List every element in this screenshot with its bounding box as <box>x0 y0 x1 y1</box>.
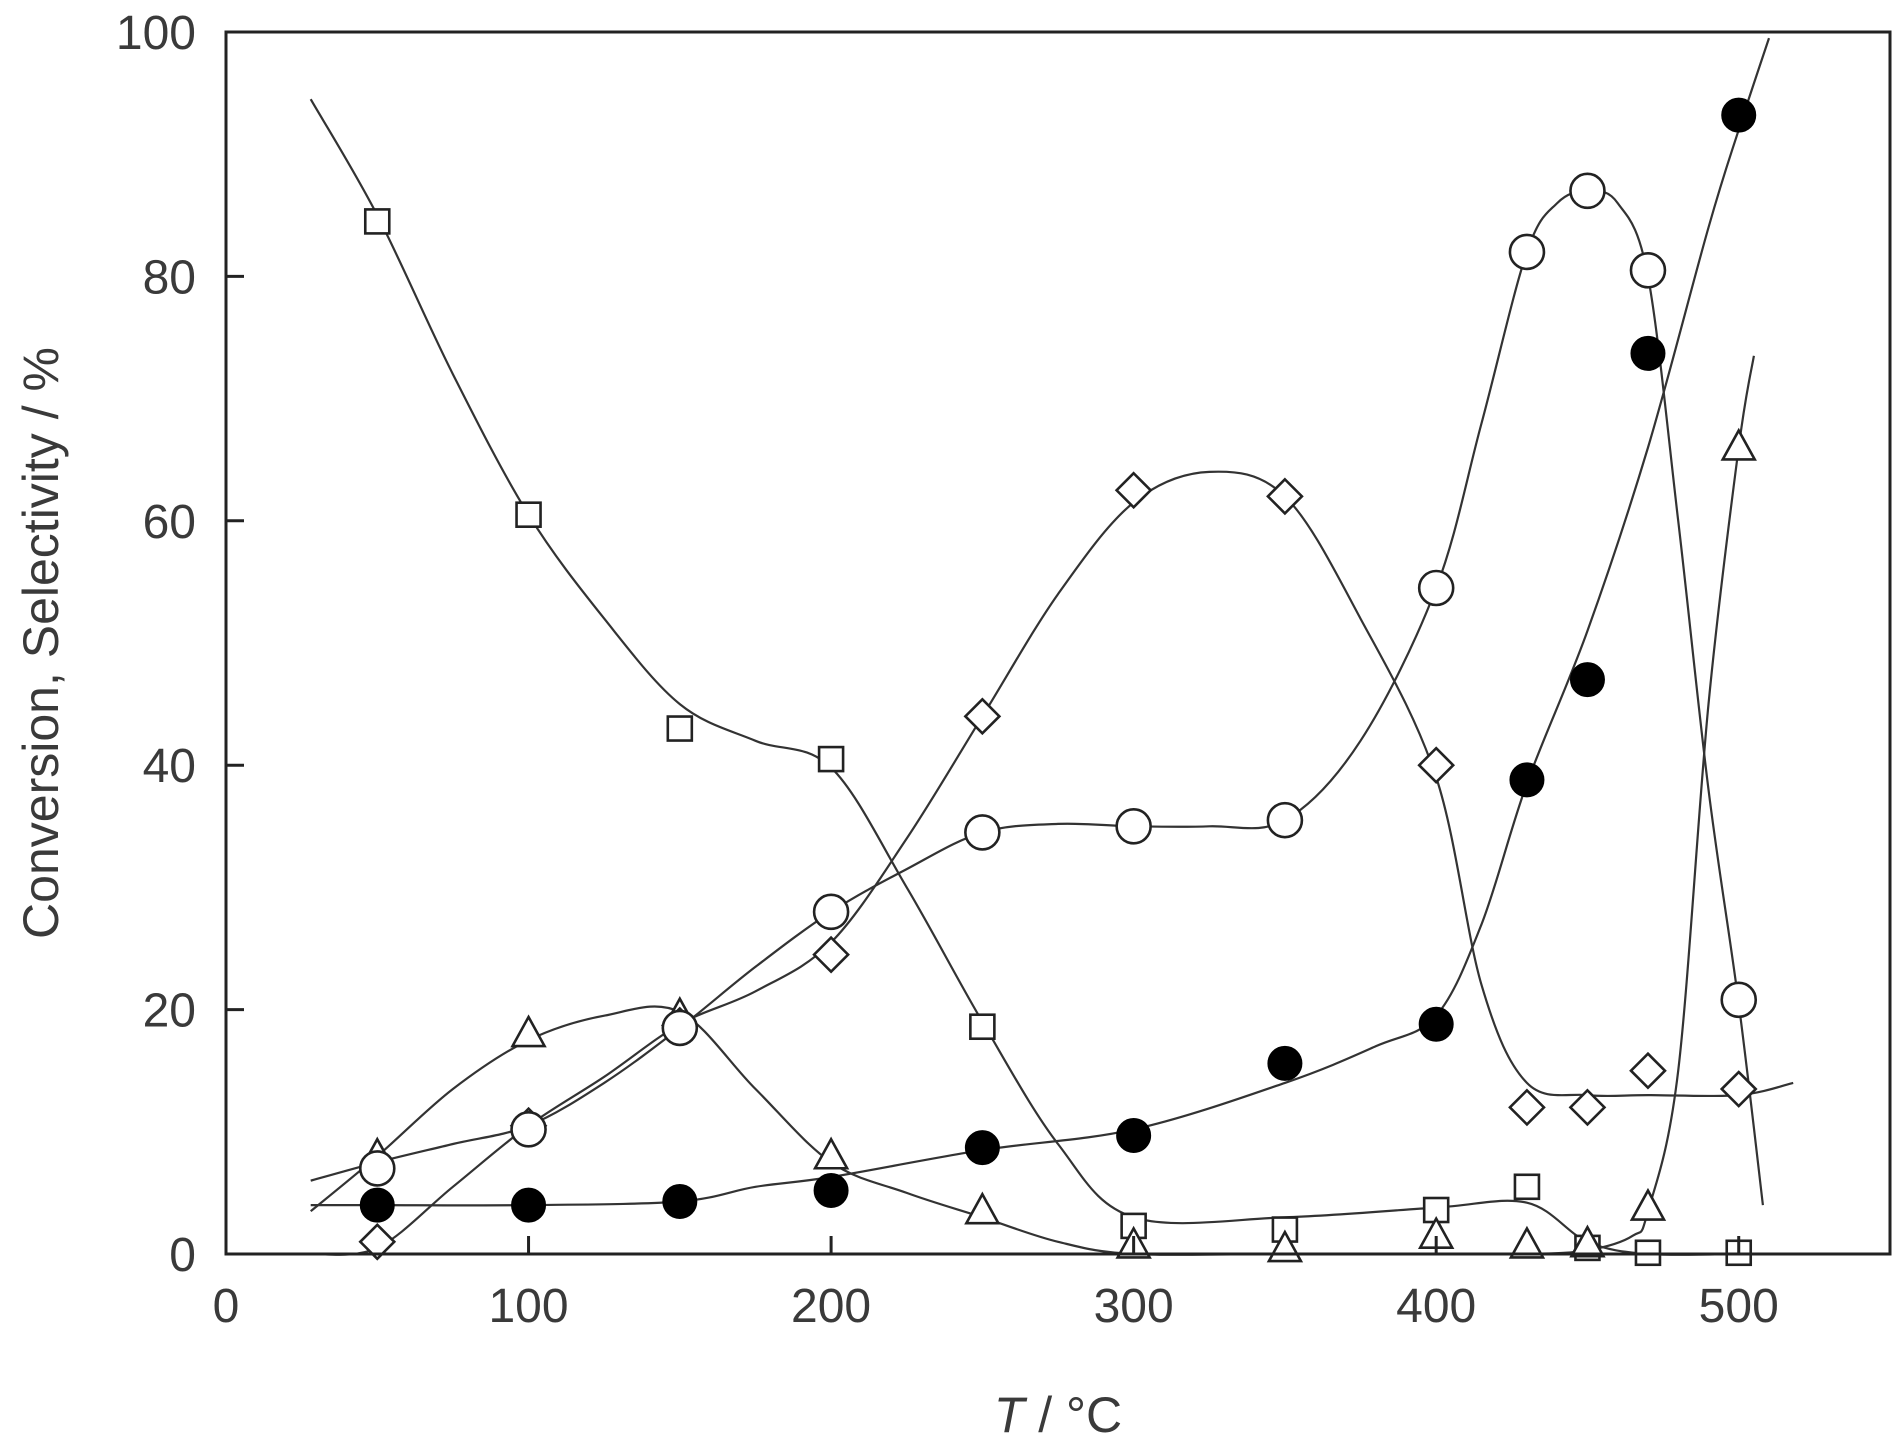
marker-triangle-open <box>1720 427 1757 461</box>
x-tick-label: 500 <box>1699 1280 1779 1333</box>
marker-circle-open <box>661 1009 699 1047</box>
y-tick-label: 100 <box>116 7 196 60</box>
x-tick-label: 200 <box>791 1280 871 1333</box>
axis-ticks <box>224 30 1741 1256</box>
y-tick-label: 40 <box>143 740 196 793</box>
marker-circle-filled <box>1569 662 1605 698</box>
curve-circle-open <box>310 189 1764 1206</box>
y-tick-label: 80 <box>143 251 196 304</box>
marker-circle-open <box>812 893 850 931</box>
marker-diamond-open <box>1266 477 1304 516</box>
marker-circle-open <box>358 1150 396 1187</box>
marker-circle-open <box>1569 172 1606 210</box>
marker-triangle-open <box>1508 1225 1546 1259</box>
marker-circle-filled <box>1116 1117 1152 1153</box>
axis-tick-labels: 0 100 200 300 400 500 0 20 40 60 80 100 <box>116 7 1779 1333</box>
marker-circle-filled <box>511 1187 547 1223</box>
marker-square-open <box>515 501 542 528</box>
x-tick-label: 100 <box>488 1280 568 1333</box>
marker-square-open <box>1513 1173 1541 1201</box>
marker-circle-filled <box>662 1183 698 1219</box>
y-tick-label: 60 <box>143 496 196 549</box>
marker-diamond-open <box>1508 1088 1546 1127</box>
marker-circle-open <box>1720 981 1758 1019</box>
curve-square-open <box>309 98 1739 1256</box>
x-axis-title-variable: T <box>994 1387 1028 1443</box>
marker-diamond-open <box>1114 471 1153 510</box>
marker-diamond-open <box>1568 1088 1607 1127</box>
marker-diamond-open <box>358 1222 397 1261</box>
marker-square-open <box>817 745 845 773</box>
marker-circle-open <box>1508 233 1546 271</box>
marker-circle-filled <box>964 1130 1000 1166</box>
curve-diamond-open <box>310 470 1794 1256</box>
marker-circle-filled <box>1721 97 1757 133</box>
marker-triangle-open <box>812 1136 850 1170</box>
data-markers <box>358 97 1758 1267</box>
y-tick-label: 20 <box>143 985 196 1038</box>
marker-square-open <box>363 208 391 235</box>
x-tick-label: 300 <box>1094 1280 1174 1333</box>
marker-diamond-open <box>1417 746 1456 785</box>
marker-circle-filled <box>1509 762 1545 798</box>
marker-circle-open <box>510 1111 547 1148</box>
marker-square-open <box>969 1013 996 1041</box>
marker-circle-filled <box>1267 1045 1303 1081</box>
marker-triangle-open <box>1629 1187 1667 1221</box>
marker-circle-open <box>1115 807 1152 845</box>
marker-diamond-open <box>1629 1051 1667 1090</box>
x-axis-title-unit: / °C <box>1024 1387 1122 1443</box>
marker-diamond-open <box>1719 1070 1758 1108</box>
x-tick-label: 400 <box>1396 1280 1476 1333</box>
marker-triangle-open <box>510 1014 547 1048</box>
marker-circle-filled <box>813 1172 849 1208</box>
marker-circle-open <box>1629 251 1667 289</box>
y-axis-title: Conversion, Selectivity / % <box>13 347 69 939</box>
marker-circle-open <box>964 814 1001 851</box>
marker-circle-filled <box>359 1187 395 1223</box>
x-axis-title: T / °C <box>994 1387 1122 1443</box>
marker-square-open <box>666 715 694 742</box>
x-tick-label: 0 <box>213 1280 240 1333</box>
marker-circle-open <box>1266 801 1304 839</box>
marker-triangle-open <box>1569 1224 1606 1258</box>
marker-circle-filled <box>1418 1006 1454 1042</box>
y-tick-label: 0 <box>169 1229 196 1282</box>
marker-diamond-open <box>812 935 850 974</box>
marker-diamond-open <box>963 697 1002 736</box>
marker-circle-open <box>1417 569 1455 607</box>
plot-frame <box>224 30 1892 1256</box>
marker-circle-filled <box>1630 335 1666 371</box>
marker-triangle-open <box>964 1191 1001 1225</box>
